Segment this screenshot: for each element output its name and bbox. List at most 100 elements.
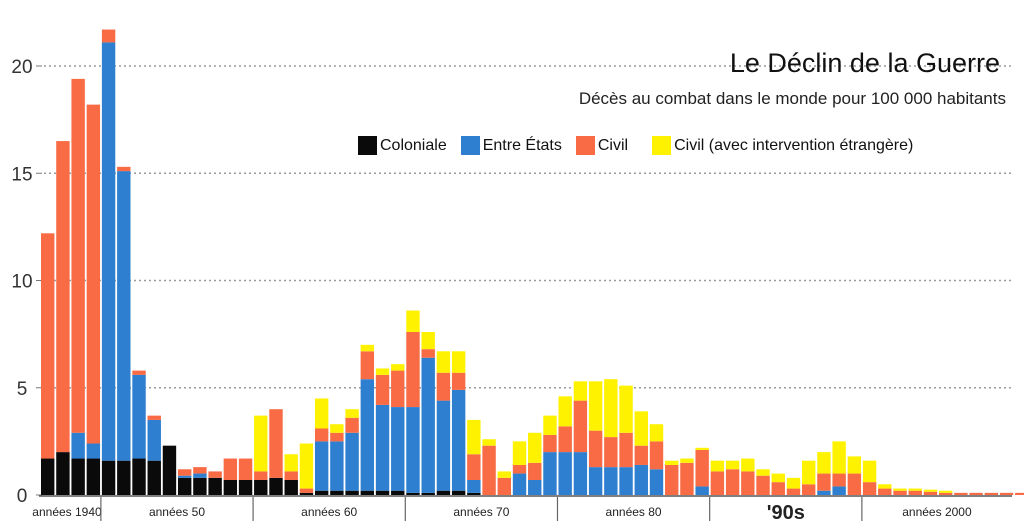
bar-1989-series-1: [695, 486, 709, 495]
bar-1949-series-1: [86, 443, 101, 459]
bar-1992-series-2: [741, 471, 755, 495]
bar-2000-series-3: [862, 460, 877, 483]
bar-1981-series-3: [573, 381, 588, 401]
bar-1973-series-2: [451, 372, 466, 390]
bar-1989-series-3: [695, 447, 709, 450]
bar-1950-series-1: [101, 42, 116, 461]
y-tick-label-10: 10: [11, 272, 32, 293]
bar-1957-series-0: [208, 477, 222, 495]
bar-1967-series-3: [360, 344, 375, 352]
bar-1963-series-0: [299, 492, 314, 495]
bar-1948-series-0: [71, 458, 85, 495]
bar-1953-series-0: [147, 460, 161, 495]
bar-1984-series-2: [619, 432, 633, 468]
bar-1967-series-1: [360, 379, 375, 491]
bars: [41, 29, 1024, 495]
bar-1974-series-1: [467, 479, 481, 493]
bar-1970-series-2: [406, 331, 420, 408]
bar-1991-series-3: [725, 460, 740, 470]
bar-1982-series-3: [588, 381, 603, 431]
decade-label-1960: années 60: [301, 505, 357, 519]
bar-1979-series-3: [543, 415, 557, 435]
bar-1982-series-2: [588, 430, 603, 468]
bar-1948-series-2: [71, 78, 85, 433]
bar-2004-series-2: [923, 491, 938, 495]
legend-item-civil: Civil: [575, 136, 628, 155]
bar-1987-series-2: [665, 464, 679, 495]
bar-1993-series-3: [756, 469, 770, 476]
bar-1998-series-2: [832, 473, 846, 487]
bar-1960-series-0: [254, 479, 268, 495]
bar-1960-series-2: [254, 471, 268, 480]
bar-1997-series-2: [817, 473, 831, 491]
bar-1952-series-2: [132, 370, 146, 375]
bar-1968-series-0: [375, 490, 390, 495]
bar-1988-series-2: [680, 462, 694, 495]
bar-1951-series-2: [117, 166, 131, 172]
legend-item-coloniale: Coloniale: [358, 136, 447, 155]
bar-1978-series-2: [528, 462, 542, 480]
bar-1966-series-2: [345, 417, 359, 433]
y-tick-label-15: 15: [11, 164, 32, 185]
bar-1984-series-1: [619, 467, 633, 495]
bar-2009-series-2: [999, 492, 1014, 495]
bar-1965-series-0: [330, 490, 344, 495]
bar-1987-series-3: [665, 460, 679, 465]
bar-1962-series-2: [284, 471, 298, 480]
bar-2005-series-2: [938, 492, 953, 495]
bar-1983-series-2: [604, 437, 618, 468]
bar-1949-series-0: [86, 458, 101, 495]
bar-1950-series-0: [101, 460, 116, 495]
chart-subtitle: Décès au combat dans le monde pour 100 0…: [578, 89, 1006, 108]
bar-1998-series-1: [832, 486, 846, 495]
bar-1990-series-3: [710, 460, 725, 472]
bar-1974-series-0: [467, 492, 481, 495]
bar-1966-series-1: [345, 432, 359, 491]
decade-label-1990: '90s: [767, 502, 805, 524]
bar-2001-series-3: [878, 484, 892, 489]
bar-1986-series-1: [649, 469, 664, 495]
bar-1993-series-2: [756, 475, 770, 495]
bar-1965-series-2: [330, 432, 344, 442]
bar-1997-series-3: [817, 452, 831, 474]
bar-2000-series-2: [862, 482, 877, 495]
grid-lines: [44, 65, 1012, 389]
bar-1971-series-1: [421, 357, 435, 493]
bar-1994-series-2: [771, 482, 785, 495]
bar-1964-series-1: [314, 441, 329, 491]
bar-1958-series-0: [223, 479, 238, 495]
bar-1969-series-0: [391, 490, 405, 495]
chart-title: Le Déclin de la Guerre: [729, 48, 1000, 78]
bar-1978-series-1: [528, 479, 542, 495]
bar-1969-series-1: [391, 407, 405, 491]
bar-1994-series-3: [771, 473, 785, 483]
decade-label-2000: années 2000: [902, 505, 972, 519]
bar-1947-series-0: [56, 452, 70, 495]
bar-2008-series-2: [984, 492, 999, 495]
bar-1969-series-2: [391, 370, 405, 408]
bar-1955-series-2: [177, 469, 192, 476]
bar-1970-series-1: [406, 407, 420, 493]
bar-1958-series-2: [223, 458, 238, 480]
bar-1977-series-3: [512, 441, 527, 465]
bar-1974-series-3: [467, 419, 481, 455]
bar-1970-series-0: [406, 492, 420, 495]
bar-1982-series-1: [588, 467, 603, 495]
legend-item-entre-etats: Entre États: [460, 136, 562, 155]
bar-1964-series-0: [314, 490, 329, 495]
legend-item-civil-intervention: Civil (avec intervention étrangère): [652, 136, 913, 155]
bar-1950-series-2: [101, 29, 116, 43]
bar-1995-series-3: [786, 477, 801, 489]
bar-2007-series-2: [969, 492, 983, 495]
legend: Coloniale Entre États Civil Civil (avec …: [358, 136, 927, 155]
bar-2003-series-2: [908, 490, 922, 495]
bar-1951-series-0: [117, 460, 131, 495]
bar-1976-series-2: [497, 477, 511, 495]
bar-1955-series-0: [177, 477, 192, 495]
bar-1988-series-3: [680, 458, 694, 463]
bar-1968-series-2: [375, 374, 390, 405]
bar-2002-series-3: [893, 488, 907, 491]
bar-1960-series-3: [254, 415, 268, 472]
bar-1973-series-0: [451, 490, 466, 495]
bar-1946-series-2: [41, 233, 55, 459]
